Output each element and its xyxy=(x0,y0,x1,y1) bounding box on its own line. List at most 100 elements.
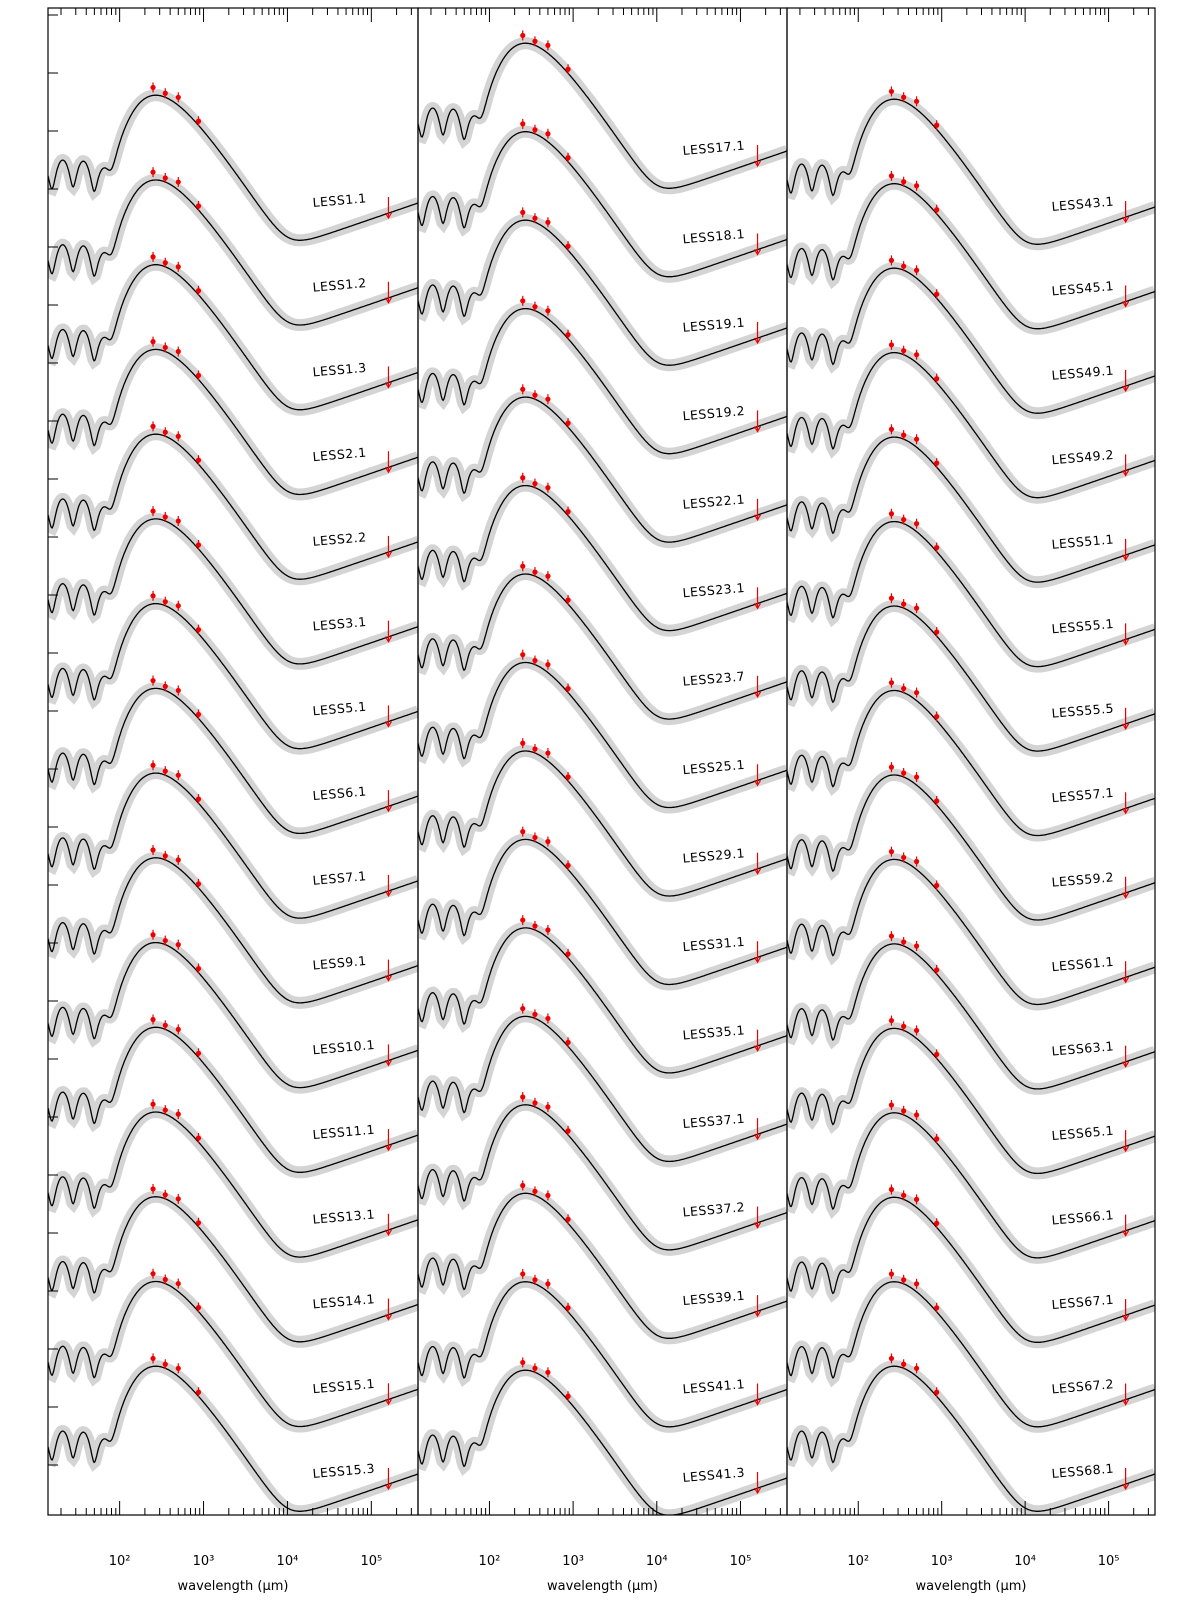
photometry-point xyxy=(520,386,526,392)
radio-limit-head xyxy=(754,249,762,256)
photometry-point xyxy=(888,88,895,95)
sed-curve xyxy=(48,1280,418,1428)
photometry-point xyxy=(888,933,895,939)
photometry-point xyxy=(888,1186,895,1193)
source-label: LESS23.7 xyxy=(682,668,746,688)
radio-limit-head xyxy=(384,1483,392,1491)
photometry-point xyxy=(520,32,526,39)
radio-limit-head xyxy=(754,337,762,345)
sed-curve xyxy=(418,661,787,809)
source-label: LESS10.1 xyxy=(312,1037,376,1057)
sed-curve xyxy=(48,602,418,750)
photometry-point xyxy=(175,348,181,355)
photometry-point xyxy=(888,680,895,686)
photometry-point xyxy=(520,209,526,215)
photometry-point xyxy=(150,254,156,260)
photometry-point xyxy=(901,94,907,100)
source-label: LESS67.1 xyxy=(1051,1292,1115,1312)
sed-curve xyxy=(787,436,1155,583)
photometry-point xyxy=(934,1220,940,1226)
photometry-point xyxy=(162,429,168,435)
source-label: LESS2.1 xyxy=(312,445,367,465)
photometry-point xyxy=(888,595,895,601)
photometry-point xyxy=(913,858,920,865)
photometry-point xyxy=(545,661,551,668)
photometry-point xyxy=(901,179,907,185)
photometry-point xyxy=(195,881,202,887)
photometry-point xyxy=(565,685,571,692)
sed-curve xyxy=(418,927,787,1074)
x-tick-label: 10⁴ xyxy=(277,1554,299,1569)
radio-limit-head xyxy=(384,805,392,813)
photometry-point xyxy=(888,764,895,770)
x-tick-label: 10⁵ xyxy=(1098,1554,1120,1569)
source-label: LESS19.2 xyxy=(682,403,746,423)
sed-curve xyxy=(787,605,1155,752)
radio-limit-head xyxy=(384,890,392,898)
radio-limit-head xyxy=(384,1229,392,1236)
photometry-point xyxy=(162,683,168,689)
photometry-point xyxy=(565,862,571,869)
photometry-point xyxy=(175,942,181,948)
photometry-point xyxy=(150,1271,156,1277)
photometry-point xyxy=(901,1361,907,1367)
source-label: LESS67.2 xyxy=(1051,1376,1115,1396)
photometry-point xyxy=(913,1281,920,1287)
photometry-point xyxy=(901,516,907,523)
photometry-point xyxy=(934,460,940,466)
photometry-point xyxy=(175,518,181,524)
photometry-point xyxy=(532,38,538,44)
photometry-point xyxy=(532,746,538,752)
photometry-point xyxy=(520,1005,526,1012)
photometry-point xyxy=(532,834,538,841)
sed-curve xyxy=(787,1365,1155,1512)
radio-limit-head xyxy=(384,551,392,559)
radio-limit-head xyxy=(1122,554,1130,562)
radio-limit-head xyxy=(754,603,762,610)
source-label: LESS45.1 xyxy=(1051,278,1115,298)
photometry-point xyxy=(162,1276,168,1283)
photometry-point xyxy=(532,1277,538,1283)
photometry-point xyxy=(901,770,907,776)
photometry-point xyxy=(150,677,156,684)
photometry-point xyxy=(888,849,895,855)
source-label: LESS63.1 xyxy=(1051,1038,1115,1058)
sed-curve xyxy=(48,857,418,1004)
radio-limit-head xyxy=(1122,807,1130,815)
sed-curve xyxy=(787,689,1155,837)
sed-curve xyxy=(787,520,1155,668)
sed-curve xyxy=(418,1015,787,1163)
sed-curve xyxy=(48,687,418,835)
radio-limit-head xyxy=(384,382,392,389)
source-label: LESS9.1 xyxy=(312,953,367,973)
photometry-point xyxy=(150,847,156,853)
photometry-point xyxy=(901,1277,907,1283)
sed-curve xyxy=(787,1196,1155,1343)
photometry-point xyxy=(545,927,551,933)
x-tick-label: 10⁴ xyxy=(646,1554,668,1569)
photometry-point xyxy=(888,1355,895,1362)
photometry-point xyxy=(162,768,168,774)
radio-limit-head xyxy=(384,636,392,643)
photometry-point xyxy=(162,1107,168,1113)
photometry-point xyxy=(162,599,168,605)
x-axis-label: wavelength (µm) xyxy=(916,1579,1027,1594)
photometry-point xyxy=(175,857,181,863)
radio-limit-head xyxy=(754,514,762,522)
photometry-point xyxy=(532,1188,538,1194)
photometry-point xyxy=(934,1136,940,1142)
sed-curve xyxy=(418,219,787,366)
photometry-point xyxy=(901,939,907,945)
photometry-point xyxy=(162,260,168,266)
photometry-point xyxy=(175,433,181,439)
photometry-point xyxy=(934,122,940,128)
x-tick-label: 10³ xyxy=(931,1554,953,1569)
photometry-point xyxy=(162,1192,168,1198)
sed-curve xyxy=(48,772,418,919)
source-label: LESS37.1 xyxy=(682,1111,746,1131)
photometry-point xyxy=(934,376,940,382)
radio-limit-head xyxy=(1122,892,1130,899)
photometry-point xyxy=(162,90,168,96)
source-label: LESS5.1 xyxy=(312,699,367,719)
photometry-point xyxy=(913,521,920,527)
